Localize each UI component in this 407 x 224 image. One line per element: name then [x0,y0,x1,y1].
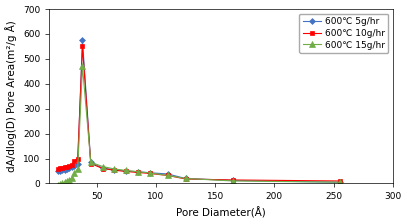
600℃ 10g/hr [230,179,235,181]
600℃ 10g/hr [148,172,153,175]
600℃ 15g/hr [69,177,74,179]
600℃ 5g/hr [55,170,60,173]
600℃ 10g/hr [57,167,62,169]
600℃ 10g/hr [67,165,72,167]
600℃ 15g/hr [88,161,93,164]
X-axis label: Pore Diameter(Å): Pore Diameter(Å) [176,207,266,218]
600℃ 5g/hr [337,181,342,183]
600℃ 15g/hr [72,172,77,175]
600℃ 10g/hr [136,171,140,174]
600℃ 5g/hr [80,39,85,41]
600℃ 5g/hr [183,177,188,180]
600℃ 10g/hr [65,165,70,168]
600℃ 15g/hr [100,165,105,168]
Line: 600℃ 15g/hr: 600℃ 15g/hr [55,64,342,187]
600℃ 15g/hr [67,178,72,181]
600℃ 5g/hr [112,168,117,171]
600℃ 10g/hr [88,162,93,165]
600℃ 15g/hr [55,183,60,186]
600℃ 15g/hr [75,167,80,170]
600℃ 15g/hr [65,180,70,182]
600℃ 10g/hr [183,178,188,180]
600℃ 15g/hr [183,177,188,180]
600℃ 5g/hr [124,170,129,172]
600℃ 15g/hr [80,65,85,68]
600℃ 10g/hr [100,167,105,170]
600℃ 5g/hr [148,171,153,174]
600℃ 10g/hr [62,166,67,168]
600℃ 5g/hr [65,168,70,170]
600℃ 5g/hr [60,169,65,172]
600℃ 10g/hr [337,180,342,182]
600℃ 15g/hr [148,172,153,174]
600℃ 10g/hr [165,174,170,177]
600℃ 10g/hr [75,157,80,160]
600℃ 15g/hr [165,174,170,177]
600℃ 5g/hr [136,170,140,173]
Line: 600℃ 10g/hr: 600℃ 10g/hr [55,44,341,183]
600℃ 15g/hr [60,182,65,185]
600℃ 15g/hr [230,180,235,182]
600℃ 10g/hr [124,170,129,173]
600℃ 10g/hr [72,160,77,162]
600℃ 10g/hr [80,45,85,48]
600℃ 5g/hr [88,161,93,164]
600℃ 15g/hr [337,181,342,183]
Y-axis label: dA/dlog(D) Pore Area(m²/g Å): dA/dlog(D) Pore Area(m²/g Å) [6,20,18,172]
600℃ 5g/hr [100,167,105,169]
600℃ 5g/hr [75,162,80,165]
600℃ 10g/hr [60,166,65,169]
600℃ 15g/hr [57,183,62,185]
600℃ 15g/hr [136,170,140,173]
600℃ 5g/hr [230,179,235,182]
Line: 600℃ 5g/hr: 600℃ 5g/hr [55,38,341,184]
600℃ 5g/hr [72,164,77,167]
600℃ 5g/hr [67,167,72,169]
600℃ 15g/hr [62,181,67,183]
600℃ 15g/hr [124,169,129,172]
600℃ 5g/hr [165,173,170,175]
600℃ 10g/hr [55,167,60,170]
600℃ 5g/hr [69,165,74,168]
600℃ 5g/hr [62,168,67,171]
600℃ 10g/hr [69,164,74,166]
Legend: 600℃ 5g/hr, 600℃ 10g/hr, 600℃ 15g/hr: 600℃ 5g/hr, 600℃ 10g/hr, 600℃ 15g/hr [300,14,388,53]
600℃ 5g/hr [57,170,62,172]
600℃ 10g/hr [112,169,117,172]
600℃ 15g/hr [112,168,117,170]
